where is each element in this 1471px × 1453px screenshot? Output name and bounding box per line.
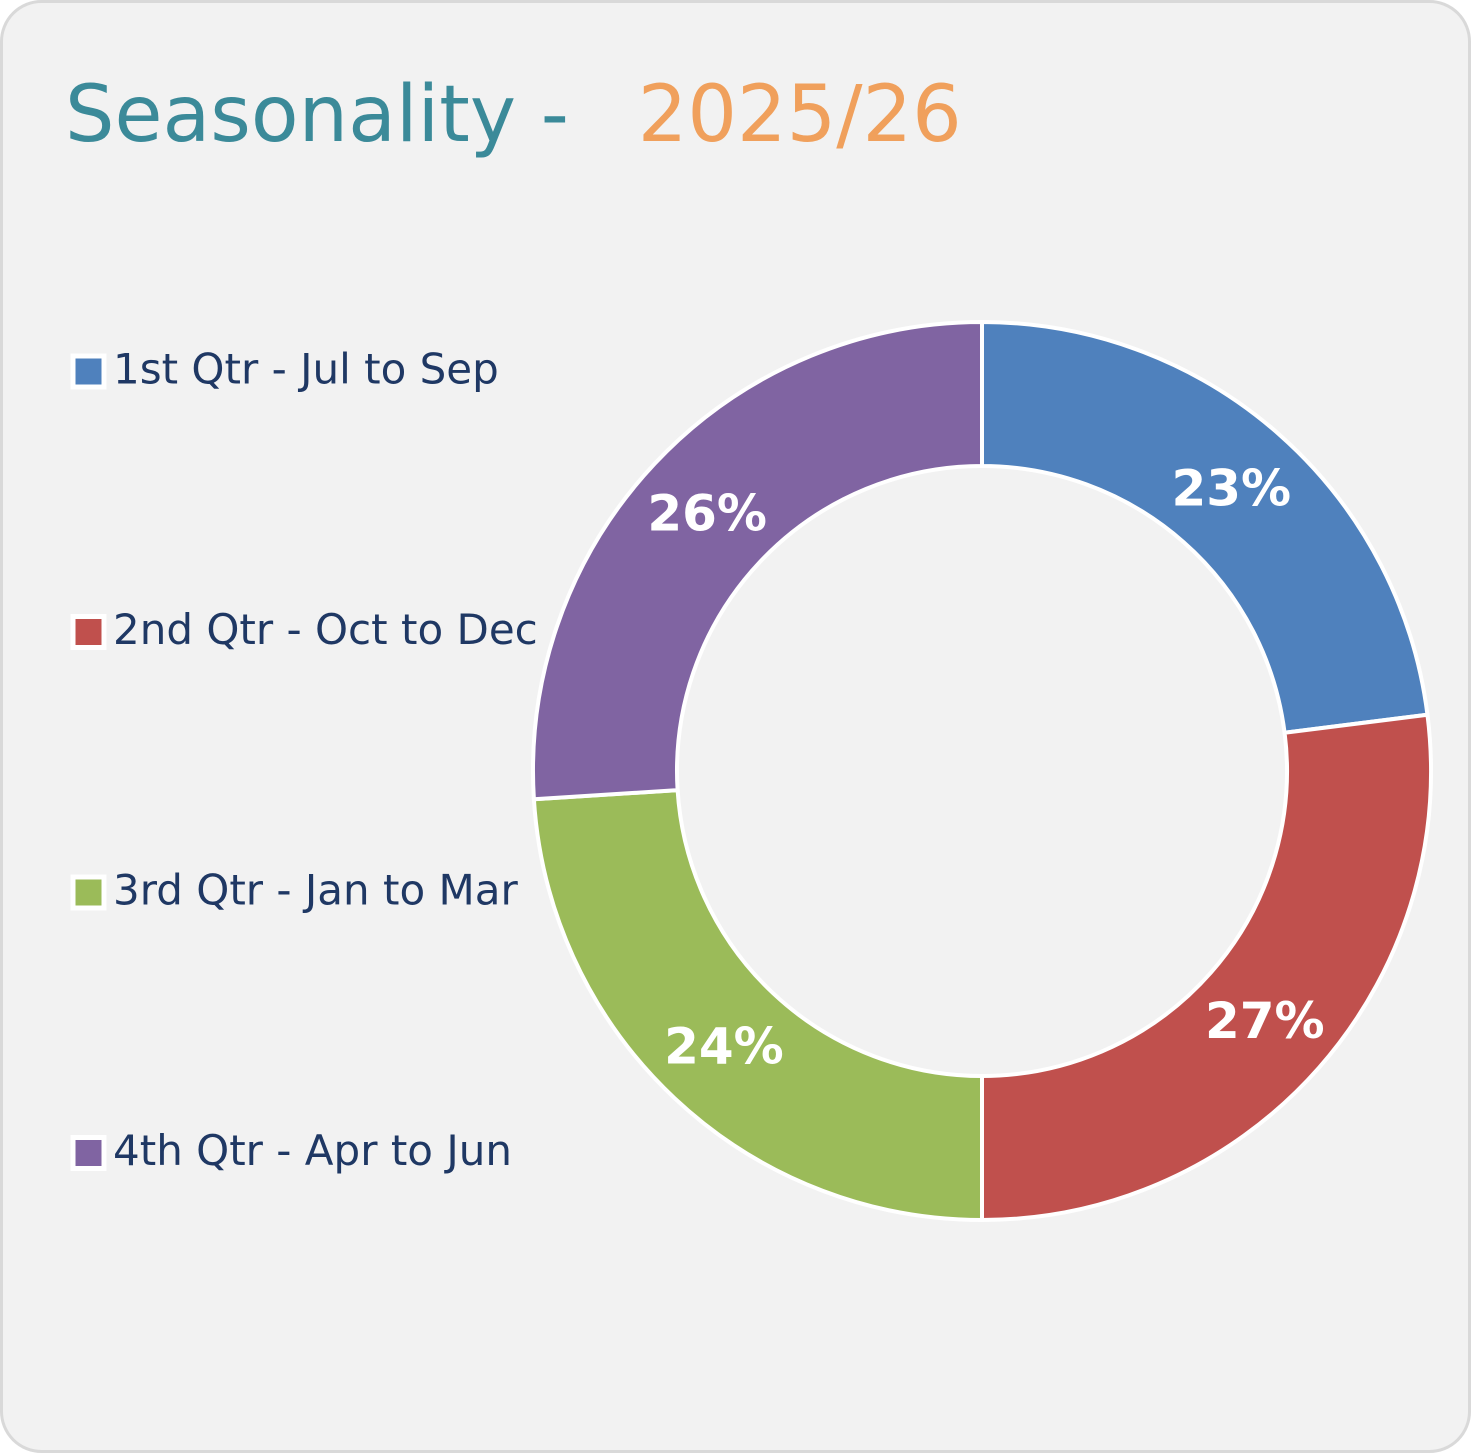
- title-text: Seasonality -: [65, 70, 569, 160]
- legend-swatch: [70, 353, 107, 390]
- legend-label: 2nd Qtr - Oct to Dec: [113, 605, 538, 654]
- legend-swatch: [70, 874, 107, 911]
- legend-swatch: [70, 614, 107, 650]
- data-label: 23%: [1171, 460, 1291, 518]
- data-label: 24%: [664, 1017, 784, 1075]
- legend-label: 3rd Qtr - Jan to Mar: [113, 866, 518, 915]
- donut-segment: [980, 712, 1433, 1223]
- legend-label: 1st Qtr - Jul to Sep: [113, 345, 499, 394]
- data-label: 27%: [1205, 992, 1325, 1050]
- chart-title: Seasonality - 2025/26: [65, 70, 962, 160]
- donut-segment: [531, 788, 984, 1223]
- donut-segment: [531, 319, 984, 802]
- legend-label: 4th Qtr - Apr to Jun: [113, 1126, 512, 1175]
- legend-swatch: [70, 1135, 107, 1171]
- title-year: 2025/26: [638, 70, 962, 160]
- donut-segment: [980, 319, 1430, 736]
- data-label: 26%: [647, 484, 767, 542]
